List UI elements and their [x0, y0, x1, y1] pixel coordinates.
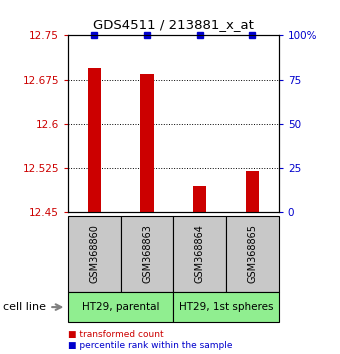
Text: ■ percentile rank within the sample: ■ percentile rank within the sample: [68, 341, 233, 350]
Bar: [193, 186, 206, 212]
Text: HT29, 1st spheres: HT29, 1st spheres: [179, 302, 273, 312]
Title: GDS4511 / 213881_x_at: GDS4511 / 213881_x_at: [93, 18, 254, 32]
Text: GSM368863: GSM368863: [142, 224, 152, 284]
Text: GSM368865: GSM368865: [248, 224, 257, 284]
Bar: [88, 68, 101, 212]
Text: cell line: cell line: [3, 302, 46, 312]
Text: GSM368860: GSM368860: [89, 224, 99, 284]
Bar: [140, 74, 154, 212]
Text: GSM368864: GSM368864: [195, 224, 205, 284]
Bar: [246, 171, 259, 212]
Text: HT29, parental: HT29, parental: [82, 302, 159, 312]
Text: ■ transformed count: ■ transformed count: [68, 330, 164, 339]
